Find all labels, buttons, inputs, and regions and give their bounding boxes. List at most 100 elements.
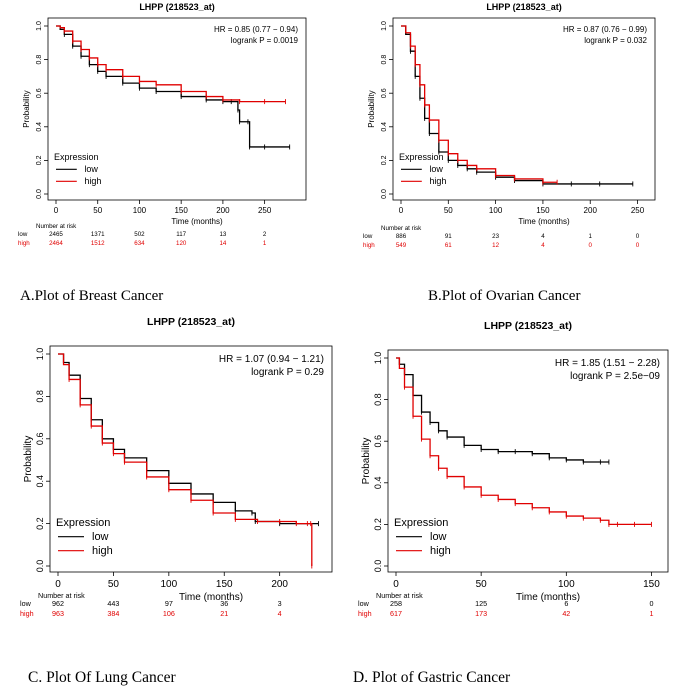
risk-value-low: 23	[492, 233, 499, 240]
risk-value-low: 2	[263, 231, 267, 238]
risk-value-high: 106	[163, 609, 175, 618]
y-tick-label: 1.0	[373, 352, 383, 365]
y-tick-label: 0.6	[35, 433, 45, 446]
x-tick-label: 100	[489, 206, 503, 215]
risk-value-high: 14	[219, 240, 226, 247]
y-tick-label: 0.0	[373, 560, 383, 573]
risk-value-low: 1371	[91, 231, 105, 238]
km-panel-3: LHPP (218523_at) 0.0 0.2 0.4 0.6 0.8 1.0 Probab…	[353, 320, 669, 686]
risk-value-high: 61	[445, 242, 452, 249]
risk-value-low: 3	[278, 599, 282, 608]
y-tick-label: 0.2	[35, 517, 45, 530]
x-axis-label: Time (months)	[516, 592, 580, 603]
risk-value-low: 443	[107, 599, 119, 608]
chart-title: LHPP (218523_at)	[139, 2, 214, 12]
risk-value-low: 125	[475, 599, 487, 608]
y-tick-label: 0.6	[373, 435, 383, 448]
y-tick-label: 0.8	[36, 55, 43, 65]
risk-value-high: 4	[541, 242, 545, 249]
risk-row-label-high: high	[20, 609, 34, 618]
risk-value-low: 1	[589, 233, 593, 240]
km-panel-0: LHPP (218523_at) 0.0 0.2 0.4 0.6 0.8 1.0 Probab…	[18, 2, 307, 304]
x-tick-label: 200	[584, 206, 598, 215]
chart-title: LHPP (218523_at)	[147, 316, 235, 328]
y-tick-label: 0.6	[381, 88, 388, 98]
risk-value-low: 36	[220, 599, 228, 608]
risk-value-high: 1512	[91, 240, 105, 247]
hr-text: HR = 0.85 (0.77 − 0.94)	[214, 25, 298, 34]
x-tick-label: 150	[643, 579, 660, 590]
risk-value-low: 0	[636, 233, 640, 240]
x-axis-label: Time (months)	[518, 217, 570, 226]
legend-label-high: high	[84, 176, 101, 186]
x-tick-label: 250	[631, 206, 645, 215]
legend-label-low: low	[430, 531, 447, 543]
km-curve-low	[58, 353, 319, 525]
km-curve-high	[58, 353, 313, 566]
risk-value-low: 117	[176, 231, 186, 238]
x-tick-label: 50	[93, 206, 102, 215]
y-tick-label: 0.0	[35, 560, 45, 573]
x-tick-label: 50	[444, 206, 453, 215]
risk-table-header: Number at risk	[38, 591, 85, 600]
logrank-text: logrank P = 0.29	[251, 367, 324, 378]
risk-row-label-high: high	[18, 240, 30, 247]
y-tick-label: 0.0	[381, 189, 388, 199]
plot-frame	[387, 349, 669, 573]
risk-value-high: 1	[263, 240, 267, 247]
y-tick-label: 0.4	[36, 122, 43, 132]
km-curve-high	[401, 25, 558, 183]
legend-title: Expression	[56, 517, 110, 529]
legend-title: Expression	[394, 517, 448, 529]
risk-value-low: 6	[564, 599, 568, 608]
legend-title: Expression	[54, 152, 99, 162]
y-tick-label: 1.0	[35, 348, 45, 361]
y-tick-label: 0.8	[35, 390, 45, 403]
x-tick-label: 100	[558, 579, 575, 590]
y-tick-label: 0.2	[381, 155, 388, 165]
legend-label-low: low	[84, 164, 98, 174]
risk-value-high: 4	[278, 609, 282, 618]
km-curve-low	[396, 357, 609, 463]
legend-label-low: low	[92, 531, 109, 543]
risk-row-label-high: high	[358, 609, 372, 618]
risk-value-high: 549	[396, 242, 407, 249]
hr-text: HR = 0.87 (0.76 − 0.99)	[563, 25, 647, 34]
y-axis-label: Probability	[367, 90, 376, 127]
risk-value-high: 2464	[49, 240, 63, 247]
y-axis-label: Probability	[361, 438, 372, 485]
legend-label-low: low	[429, 164, 443, 174]
risk-row-label-low: low	[363, 233, 373, 240]
legend-label-high: high	[92, 545, 113, 557]
x-tick-label: 50	[476, 579, 488, 590]
km-panel-1: LHPP (218523_at) 0.0 0.2 0.4 0.6 0.8 1.0 Probab…	[363, 2, 656, 304]
x-tick-label: 0	[393, 579, 399, 590]
x-tick-label: 0	[55, 579, 61, 590]
y-tick-label: 1.0	[381, 21, 388, 31]
risk-value-low: 91	[445, 233, 452, 240]
panel-caption: B.Plot of Ovarian Cancer	[428, 288, 580, 304]
plot-frame	[47, 17, 307, 201]
risk-value-low: 962	[52, 599, 64, 608]
risk-row-label-low: low	[358, 599, 370, 608]
plot-frame	[392, 17, 656, 201]
y-tick-label: 1.0	[36, 21, 43, 31]
y-tick-label: 0.0	[36, 189, 43, 199]
risk-value-low: 502	[134, 231, 145, 238]
y-tick-label: 0.6	[36, 88, 43, 98]
risk-value-high: 21	[220, 609, 228, 618]
x-tick-label: 50	[108, 579, 120, 590]
risk-value-high: 384	[107, 609, 119, 618]
x-axis-label: Time (months)	[171, 217, 223, 226]
risk-value-low: 4	[541, 233, 545, 240]
km-curve-high	[396, 357, 652, 526]
x-tick-label: 100	[133, 206, 147, 215]
panel-caption: A.Plot of Breast Cancer	[20, 288, 163, 304]
risk-table-header: Number at risk	[376, 591, 423, 600]
x-axis-label: Time (months)	[179, 592, 243, 603]
risk-value-low: 886	[396, 233, 407, 240]
x-tick-label: 150	[216, 579, 233, 590]
legend-label-high: high	[429, 176, 446, 186]
y-tick-label: 0.8	[381, 55, 388, 65]
y-tick-label: 0.4	[35, 475, 45, 488]
